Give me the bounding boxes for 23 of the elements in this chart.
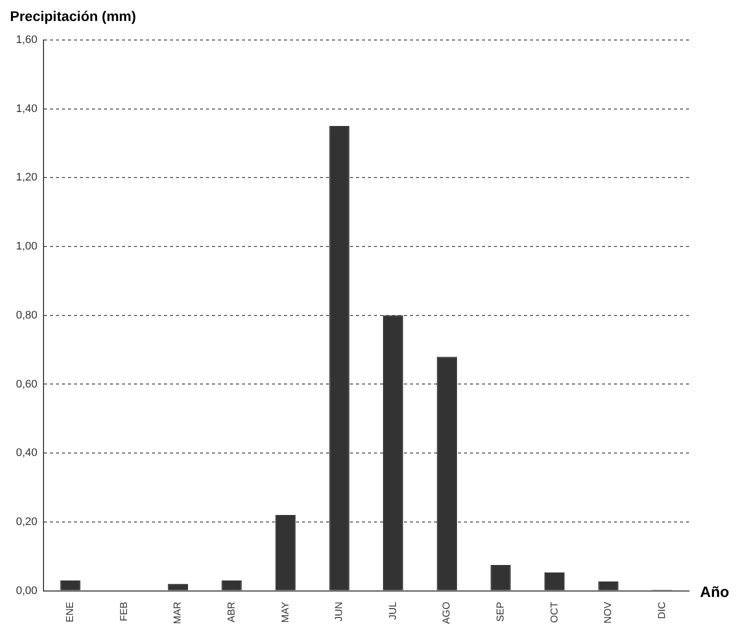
x-tick-label: NOV bbox=[603, 601, 614, 624]
x-axis-title: Año bbox=[700, 584, 730, 601]
x-tick-label: JUN bbox=[334, 602, 346, 622]
y-tick-label: 1,40 bbox=[16, 102, 38, 115]
x-tick-label: DIC bbox=[656, 602, 668, 620]
y-axis-title: Precipitación (mm) bbox=[10, 8, 136, 24]
y-tick-label: 1,00 bbox=[16, 240, 38, 253]
x-tick-label: JUL bbox=[388, 601, 399, 620]
y-tick-label: 0,60 bbox=[16, 378, 38, 390]
y-tick-label: 0,00 bbox=[16, 584, 38, 597]
x-tick-label: MAR bbox=[172, 602, 184, 624]
y-tick-label: 0,20 bbox=[16, 516, 38, 528]
y-tick-label: 1,20 bbox=[16, 172, 38, 184]
y-tick-label: 0,40 bbox=[16, 447, 38, 460]
x-tick-label: ABR bbox=[226, 602, 238, 622]
x-tick-label: SEP bbox=[495, 601, 506, 622]
x-tick-label: FEB bbox=[118, 601, 130, 622]
x-tick-label: OCT bbox=[549, 602, 560, 623]
x-tick-label: AGO bbox=[442, 602, 453, 624]
x-tick-label: MAY bbox=[280, 601, 292, 623]
y-tick-label: 0,80 bbox=[16, 309, 38, 322]
y-tick-label: 1,60 bbox=[16, 34, 38, 46]
x-tick-label: ENE bbox=[65, 601, 76, 622]
